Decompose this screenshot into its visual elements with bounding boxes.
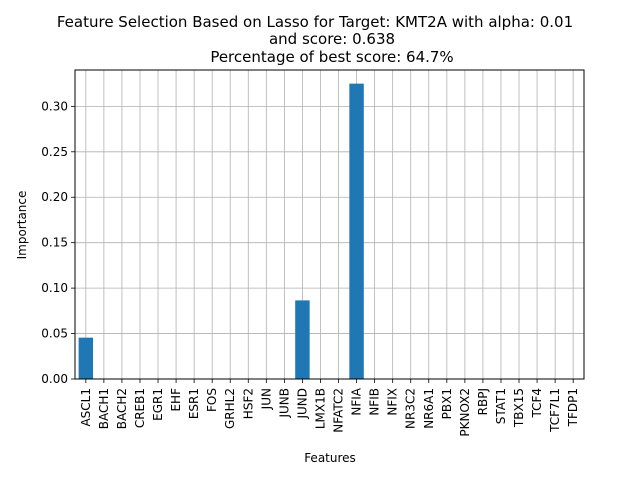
x-tick-label: FOS [205, 388, 219, 412]
x-axis-label: Features [304, 451, 356, 465]
y-tick-label: 0.20 [41, 190, 68, 204]
x-tick-label: TCF4 [530, 388, 544, 419]
y-tick-label: 0.00 [41, 372, 68, 386]
x-tick-label: CREB1 [133, 388, 147, 428]
x-tick-label: TCF7L1 [548, 388, 562, 433]
x-tick-label: JUNB [277, 388, 291, 419]
chart-title-line-3: Percentage of best score: 64.7% [210, 48, 453, 66]
bar-jund [295, 300, 310, 379]
x-tick-label: TFDP1 [566, 388, 580, 427]
x-tick-label: NR6A1 [422, 388, 436, 429]
x-tick-label: ESR1 [187, 388, 201, 419]
bar-nfia [349, 83, 364, 379]
x-tick-label: HSF2 [241, 388, 255, 419]
x-tick-label: PKNOX2 [458, 388, 472, 437]
y-axis-ticks: 0.00 0.05 0.10 0.15 0.20 0.25 0.30 [41, 99, 75, 386]
chart-title-line-1: Feature Selection Based on Lasso for Tar… [57, 13, 573, 31]
x-tick-label: STAT1 [494, 388, 508, 424]
x-tick-label: GRHL2 [223, 388, 237, 429]
plot-frame [74, 69, 585, 380]
x-tick-label: RBPJ [476, 388, 490, 415]
x-tick-label: TBX15 [512, 388, 526, 428]
x-tick-label: EHF [169, 388, 183, 412]
x-tick-label: ASCL1 [79, 388, 93, 427]
x-tick-label: EGR1 [151, 388, 165, 421]
y-axis-label: Importance [15, 191, 29, 260]
x-tick-label: NFIA [350, 387, 364, 415]
x-tick-label: PBX1 [440, 388, 454, 419]
x-tick-label: JUND [295, 388, 309, 420]
x-tick-label: BACH2 [115, 388, 129, 429]
y-tick-label: 0.10 [41, 281, 68, 295]
grid-lines [75, 70, 584, 380]
y-tick-label: 0.15 [41, 236, 68, 250]
x-tick-label: NR3C2 [404, 388, 418, 429]
bar-ascl1 [78, 337, 94, 379]
y-tick-label: 0.05 [41, 327, 68, 341]
x-tick-label: BACH1 [97, 388, 111, 429]
x-tick-label: NFATC2 [332, 388, 346, 433]
bars [78, 83, 364, 379]
x-tick-label: NFIB [368, 388, 382, 416]
y-tick-label: 0.30 [41, 99, 68, 113]
y-tick-label: 0.25 [41, 145, 68, 159]
x-tick-label: NFIX [386, 388, 400, 416]
x-tick-label: LMX1B [313, 388, 327, 429]
chart-title: Feature Selection Based on Lasso for Tar… [57, 13, 573, 66]
x-axis-ticks: ASCL1 BACH1 BACH2 CREB1 EGR1 EHF ESR1 FOS GRHL2 H… [79, 379, 580, 437]
chart-title-line-2: and score: 0.638 [269, 30, 395, 48]
x-tick-label: JUN [259, 388, 273, 410]
